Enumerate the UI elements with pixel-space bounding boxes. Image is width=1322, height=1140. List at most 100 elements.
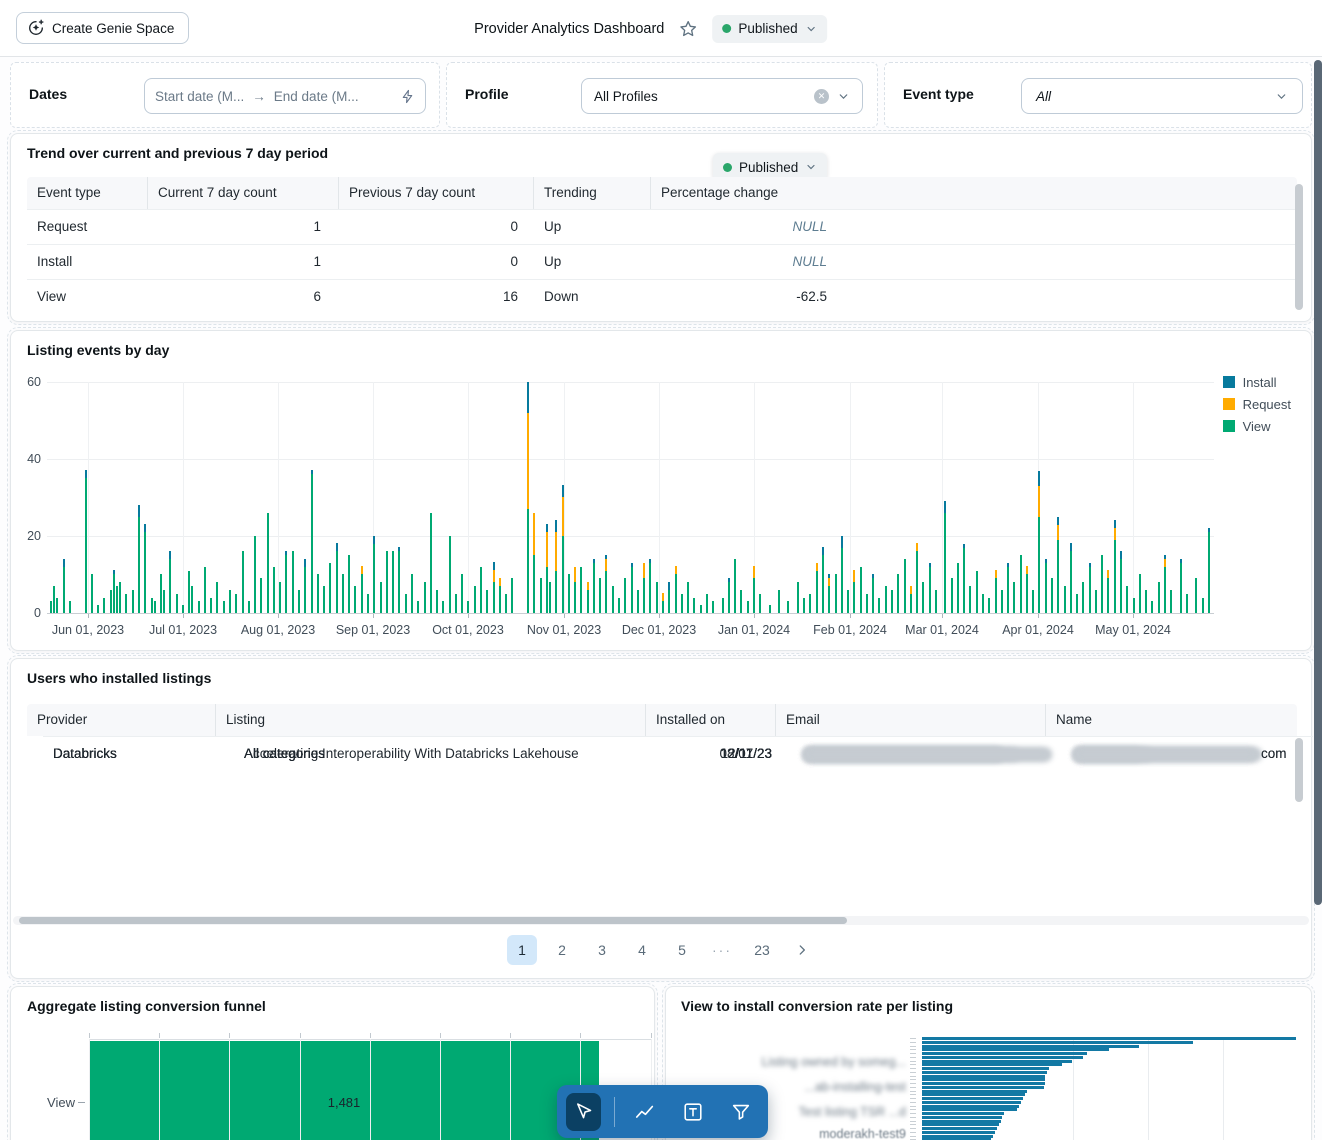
bar-segment[interactable] (574, 582, 576, 613)
bar-segment[interactable] (753, 566, 755, 578)
bar-segment[interactable] (668, 582, 670, 590)
conversion-bar[interactable] (922, 1090, 1027, 1093)
conversion-bar[interactable] (922, 1108, 1017, 1111)
bar-segment[interactable] (436, 590, 438, 613)
conversion-bar[interactable] (922, 1101, 1021, 1104)
bar-segment[interactable] (728, 578, 730, 582)
bar-segment[interactable] (188, 571, 190, 613)
bar-segment[interactable] (386, 551, 388, 613)
conversion-bar[interactable] (922, 1138, 991, 1140)
bar-segment[interactable] (292, 551, 294, 613)
bar-segment[interactable] (778, 590, 780, 613)
conversion-bar[interactable] (922, 1063, 1062, 1066)
bar-segment[interactable] (853, 582, 855, 613)
bar-segment[interactable] (637, 590, 639, 613)
conversion-bar[interactable] (922, 1078, 1045, 1081)
bar-segment[interactable] (1026, 574, 1028, 613)
bar-segment[interactable] (649, 563, 651, 613)
bar-segment[interactable] (1057, 517, 1059, 525)
trend-table-scrollbar[interactable] (1295, 184, 1303, 310)
bar-segment[interactable] (631, 563, 633, 567)
bar-segment[interactable] (1007, 563, 1009, 567)
bar-segment[interactable] (1120, 551, 1122, 559)
bar-segment[interactable] (1007, 567, 1009, 613)
bar-segment[interactable] (929, 567, 931, 613)
bar-segment[interactable] (119, 582, 121, 613)
bar-segment[interactable] (828, 586, 830, 613)
bar-segment[interactable] (361, 574, 363, 613)
bar-segment[interactable] (747, 601, 749, 613)
bar-segment[interactable] (69, 601, 71, 613)
add-filter-button[interactable] (724, 1093, 759, 1131)
publish-status-dropdown[interactable]: Published (712, 14, 827, 43)
bar-segment[interactable] (662, 601, 664, 613)
bar-segment[interactable] (587, 582, 589, 590)
bar-segment[interactable] (455, 594, 457, 613)
bar-segment[interactable] (56, 598, 58, 613)
bar-segment[interactable] (803, 598, 805, 613)
conversion-bar[interactable] (922, 1116, 1002, 1119)
bar-segment[interactable] (809, 594, 811, 613)
conversion-bar[interactable] (922, 1048, 1109, 1051)
bar-segment[interactable] (424, 582, 426, 613)
bar-segment[interactable] (392, 551, 394, 613)
bar-segment[interactable] (1164, 567, 1166, 613)
bar-segment[interactable] (304, 559, 306, 567)
bar-segment[interactable] (891, 590, 893, 613)
bar-segment[interactable] (643, 578, 645, 613)
bar-segment[interactable] (662, 593, 664, 601)
bar-segment[interactable] (1164, 555, 1166, 559)
bar-segment[interactable] (847, 590, 849, 613)
bar-segment[interactable] (405, 594, 407, 613)
bar-segment[interactable] (675, 574, 677, 613)
bar-segment[interactable] (922, 582, 924, 613)
bar-segment[interactable] (675, 566, 677, 574)
bar-segment[interactable] (605, 571, 607, 613)
bar-segment[interactable] (499, 578, 501, 586)
bar-segment[interactable] (816, 571, 818, 613)
bar-segment[interactable] (963, 548, 965, 613)
bar-segment[interactable] (841, 536, 843, 548)
bar-segment[interactable] (822, 555, 824, 613)
bar-segment[interactable] (555, 520, 557, 532)
bar-segment[interactable] (336, 551, 338, 613)
bar-segment[interactable] (700, 605, 702, 613)
create-genie-space-button[interactable]: Create Genie Space (16, 12, 190, 44)
conversion-bar[interactable] (922, 1082, 1045, 1085)
bar-segment[interactable] (493, 582, 495, 613)
bar-segment[interactable] (298, 590, 300, 613)
bar-segment[interactable] (562, 536, 564, 613)
bar-segment[interactable] (995, 578, 997, 613)
bar-segment[interactable] (593, 563, 595, 613)
bar-segment[interactable] (759, 594, 761, 613)
bar-segment[interactable] (1158, 582, 1160, 613)
bar-segment[interactable] (872, 578, 874, 613)
bar-segment[interactable] (430, 513, 432, 613)
bar-segment[interactable] (668, 590, 670, 613)
bar-segment[interactable] (254, 536, 256, 613)
conversion-bar[interactable] (922, 1112, 1004, 1115)
bar-segment[interactable] (317, 574, 319, 613)
bar-segment[interactable] (336, 543, 338, 551)
bar-segment[interactable] (113, 570, 115, 574)
bar-segment[interactable] (511, 578, 513, 613)
clear-profile-icon[interactable]: ✕ (814, 88, 829, 104)
bar-segment[interactable] (97, 605, 99, 613)
quick-date-bolt-icon[interactable] (400, 89, 415, 104)
conversion-bar[interactable] (922, 1056, 1083, 1059)
bar-segment[interactable] (1089, 567, 1091, 613)
bar-segment[interactable] (649, 559, 651, 563)
bar-segment[interactable] (260, 578, 262, 613)
bar-segment[interactable] (1076, 594, 1078, 613)
bar-segment[interactable] (144, 532, 146, 613)
conversion-bar[interactable] (922, 1135, 993, 1138)
bar-segment[interactable] (1057, 540, 1059, 613)
bar-segment[interactable] (988, 598, 990, 613)
bar-segment[interactable] (546, 567, 548, 613)
bar-segment[interactable] (593, 559, 595, 563)
bar-segment[interactable] (1038, 486, 1040, 517)
bar-segment[interactable] (144, 524, 146, 532)
bar-segment[interactable] (1070, 543, 1072, 551)
bar-segment[interactable] (681, 594, 683, 613)
bar-segment[interactable] (568, 574, 570, 613)
